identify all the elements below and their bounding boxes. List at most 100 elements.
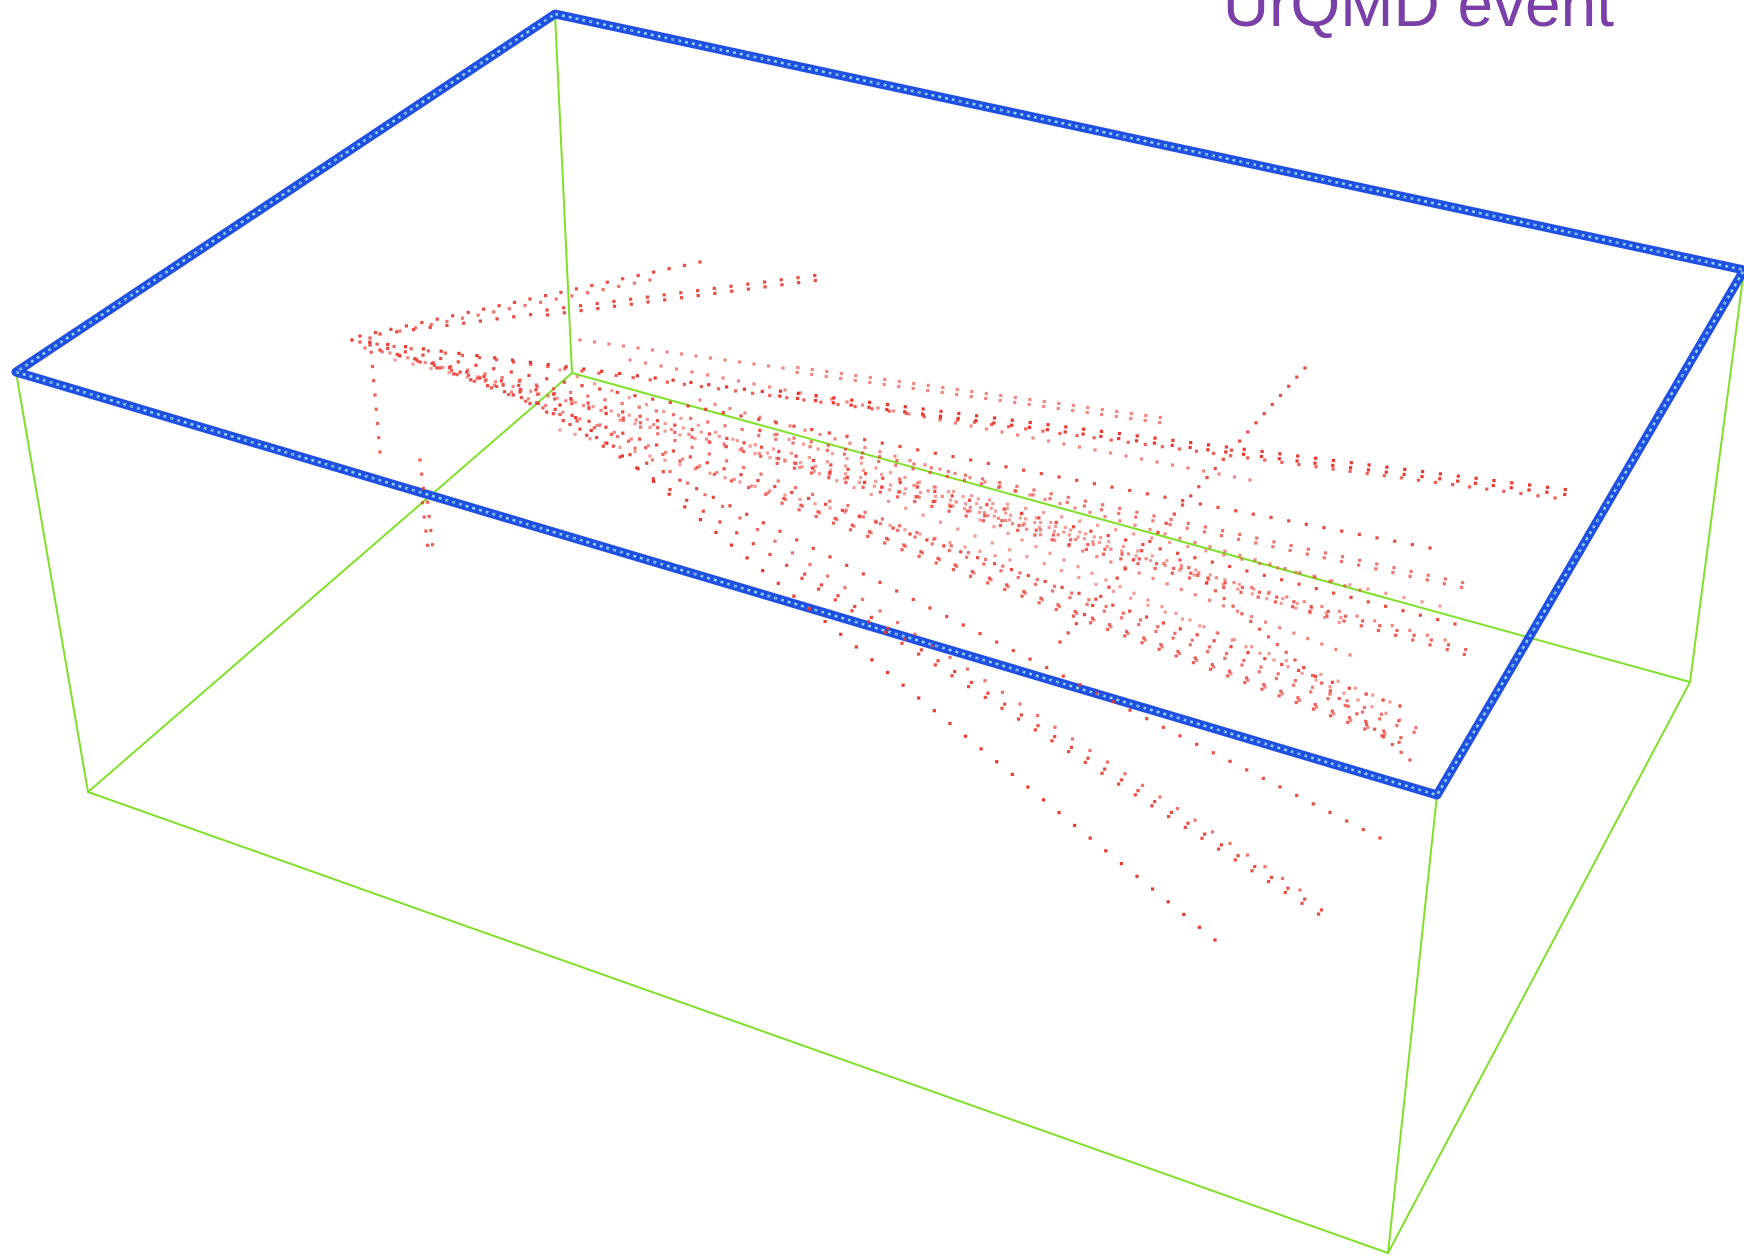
track-hit: [1269, 515, 1273, 520]
track-hit: [947, 503, 951, 507]
track-hit: [1037, 516, 1041, 520]
track-hit: [858, 515, 862, 519]
track-hit: [808, 562, 812, 567]
track-hit: [782, 496, 786, 501]
track-hit: [1194, 568, 1198, 572]
track-hit: [1120, 552, 1124, 556]
track-hit: [1254, 541, 1258, 545]
track-hit: [590, 283, 594, 288]
track-hit: [996, 516, 1000, 520]
track-hit: [1491, 483, 1495, 488]
track-hit: [1358, 588, 1362, 592]
track-hit: [476, 375, 480, 379]
track-hit: [983, 480, 987, 484]
track-hit: [1401, 609, 1405, 613]
track-hit: [1171, 438, 1175, 442]
track-hit: [1042, 404, 1046, 409]
track-hit: [915, 485, 920, 489]
track-hit: [482, 307, 486, 311]
track-hit: [1039, 528, 1043, 532]
track-hit: [1319, 672, 1323, 676]
plate-outline-outer: [11, 9, 1744, 800]
track-hit: [1071, 525, 1076, 529]
track-hit: [778, 529, 782, 533]
track-hit: [1284, 658, 1288, 663]
track-hit: [1166, 900, 1170, 904]
track-hit: [1163, 495, 1167, 499]
track-hit: [903, 475, 907, 480]
track-hit: [646, 444, 650, 448]
track-hit: [999, 569, 1003, 573]
track-hit: [665, 380, 669, 384]
track-hit: [1278, 452, 1282, 456]
track-hit: [1332, 712, 1336, 716]
track-hit: [1075, 478, 1079, 482]
track-hit: [555, 396, 559, 400]
track-hit: [883, 377, 887, 382]
track-hit: [922, 415, 927, 419]
track-hit: [636, 467, 640, 471]
track-hit: [1349, 719, 1353, 723]
track-hit: [886, 499, 891, 503]
track-hit: [598, 423, 602, 427]
track-hit: [1042, 562, 1046, 566]
track-hit: [1300, 901, 1304, 905]
track-hit: [536, 401, 540, 406]
track-hit: [1366, 725, 1370, 729]
track-hit: [667, 492, 671, 496]
track-hit: [372, 379, 376, 383]
frame-edge-vertical-front: [1387, 794, 1438, 1254]
track-hit: [1059, 569, 1064, 573]
track-hit: [1436, 618, 1440, 622]
track-hit: [678, 463, 682, 467]
track-hit: [593, 382, 597, 386]
track-hit: [578, 427, 582, 431]
track-hit: [615, 435, 620, 439]
track-hit: [1421, 470, 1425, 474]
track-hit: [679, 291, 683, 295]
track-hit: [604, 425, 608, 429]
track-hit: [767, 385, 772, 389]
track-hit: [1193, 556, 1197, 560]
track-hit: [1256, 595, 1260, 599]
track-hit: [388, 351, 392, 355]
track-hit: [1085, 602, 1089, 606]
track-hit: [524, 399, 528, 403]
particle-track: [518, 378, 1418, 734]
track-hit: [849, 403, 853, 407]
track-hit: [423, 361, 427, 365]
track-hit: [1128, 708, 1132, 712]
track-hit: [595, 424, 599, 428]
track-hit: [1037, 525, 1041, 529]
track-hit: [1137, 623, 1141, 627]
track-hit: [1156, 530, 1160, 534]
track-hit: [507, 307, 511, 311]
track-hit: [1179, 563, 1183, 567]
track-hit: [1348, 653, 1352, 657]
track-hit: [1102, 552, 1106, 556]
track-hit: [1117, 511, 1121, 515]
track-hit: [1091, 603, 1095, 608]
track-hit: [828, 499, 832, 503]
track-hit: [951, 568, 955, 572]
track-hit: [995, 640, 999, 644]
track-hit: [403, 345, 408, 349]
track-hit: [839, 371, 843, 376]
track-hit: [766, 491, 770, 495]
track-hit: [938, 416, 942, 420]
track-hit: [751, 391, 755, 395]
track-hit: [845, 400, 849, 404]
track-hit: [877, 459, 881, 464]
track-hit: [970, 389, 974, 394]
track-hit: [1058, 640, 1062, 644]
track-hit: [758, 415, 762, 419]
track-hit: [413, 357, 417, 361]
particle-track: [898, 478, 1352, 657]
track-hit: [990, 541, 994, 545]
track-hit: [1221, 457, 1225, 461]
track-hit: [901, 683, 905, 687]
track-hit: [425, 500, 430, 504]
track-hit: [1026, 573, 1030, 578]
track-hit: [662, 409, 666, 414]
particle-track: [628, 358, 1252, 482]
